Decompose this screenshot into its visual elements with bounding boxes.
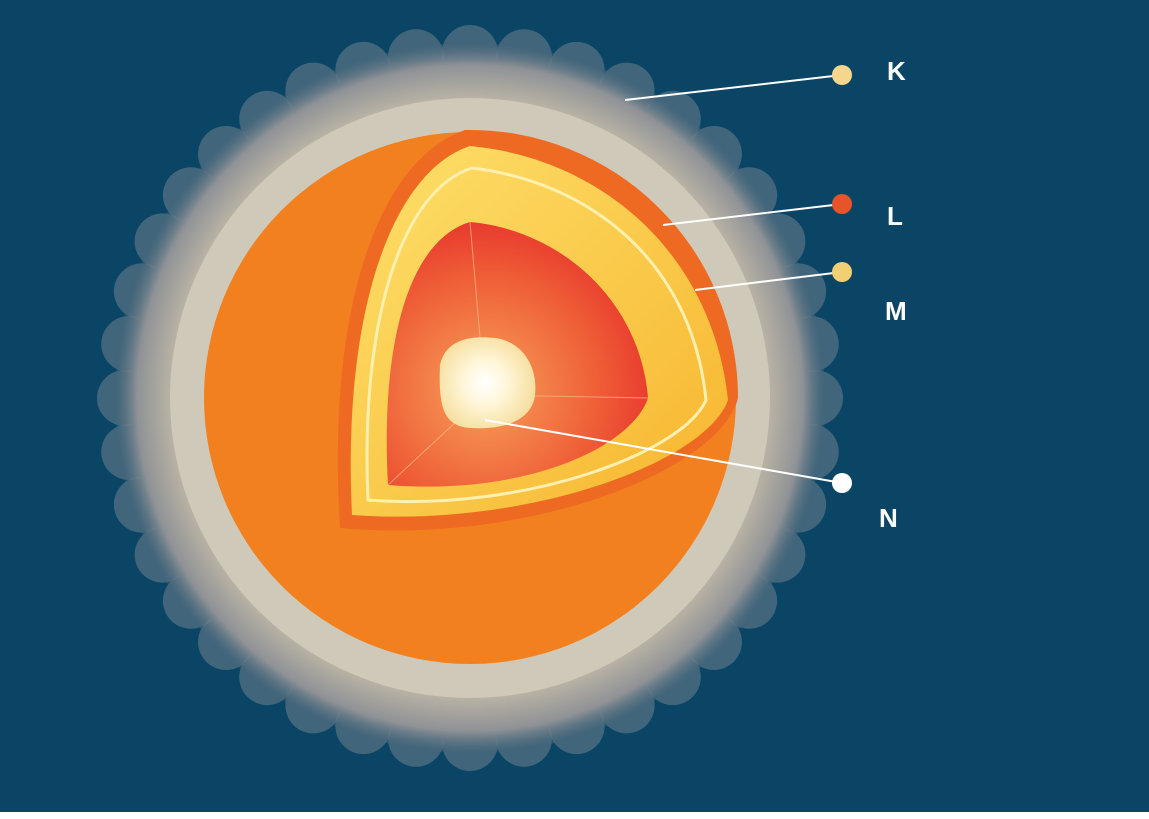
label: N [879, 503, 898, 533]
leader-line [694, 271, 843, 291]
label: M [885, 296, 907, 326]
core [439, 337, 536, 429]
leader-line [662, 203, 843, 226]
marker-dot [832, 262, 852, 282]
label: L [887, 201, 903, 231]
leader-lines [484, 74, 843, 484]
layer-boundary [365, 166, 708, 504]
marker-dot [832, 194, 852, 214]
marker-dot [832, 473, 852, 493]
leader-line [624, 74, 843, 101]
label: K [887, 56, 906, 86]
leader-line [484, 419, 843, 484]
marker-dot [832, 65, 852, 85]
